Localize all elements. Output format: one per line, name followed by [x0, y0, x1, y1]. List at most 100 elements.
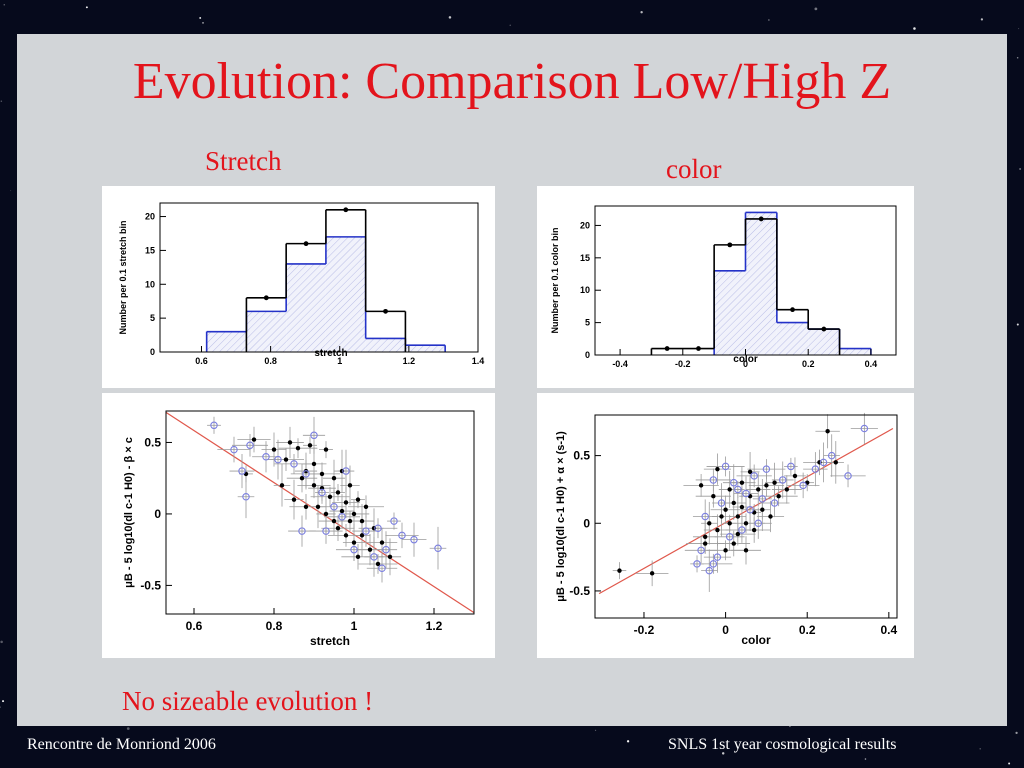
- data-point-filled: [387, 554, 393, 560]
- data-point-open: [770, 499, 779, 507]
- data-point-filled: [307, 443, 313, 448]
- x-tick-label: 0: [722, 623, 729, 637]
- data-point-filled: [743, 521, 749, 526]
- data-point-open: [230, 445, 238, 454]
- color-histogram-panel: -0.4 -0.2 0 0.2 0.4 0 5 10 15 20 color Number per 0…: [537, 186, 914, 388]
- color-residual-scatter: -0.2 0 0.2 0.4 -0.5 0 0.5 color μB - 5 log10(dl …: [555, 412, 898, 647]
- x-tick-label: -0.2: [675, 359, 691, 369]
- data-point-filled: [359, 518, 365, 524]
- data-point-open: [787, 462, 795, 471]
- x-tick-label: 0.2: [799, 623, 816, 637]
- x-axis-label: color: [741, 633, 771, 647]
- star: [85, 6, 88, 9]
- data-point-filled: [311, 461, 317, 467]
- data-point-open: [730, 478, 738, 487]
- x-tick-label: 0.6: [195, 356, 208, 366]
- star: [980, 18, 984, 21]
- data-point-open: [378, 564, 386, 573]
- data-point-filled: [719, 514, 724, 519]
- data-point-filled: [825, 429, 830, 434]
- hatched-bar: [776, 322, 809, 355]
- data-point-open: [709, 560, 718, 568]
- y-tick-label: 0: [154, 507, 161, 521]
- y-tick-label: 5: [150, 313, 155, 323]
- hatched-bar: [405, 345, 446, 352]
- y-axis-label: Number per 0.1 stretch bin: [118, 220, 128, 334]
- histogram-point: [758, 216, 764, 222]
- data-point-filled: [702, 534, 708, 539]
- data-point-filled: [339, 508, 345, 514]
- data-point-filled: [776, 494, 781, 499]
- star: [1016, 323, 1019, 326]
- y-tick-label: 0: [585, 350, 590, 360]
- data-point-open: [330, 503, 338, 511]
- conclusion-text: No sizeable evolution !: [122, 686, 374, 716]
- data-point-filled: [363, 504, 369, 509]
- data-point-filled: [359, 533, 365, 538]
- star: [509, 24, 511, 26]
- data-point-open: [717, 499, 726, 507]
- data-point-open: [390, 517, 398, 525]
- data-point-filled: [711, 494, 716, 499]
- data-point-open: [721, 462, 730, 471]
- stretch-residual-scatter: 0.6 0.8 1 1.2 -0.5 0 0.5 stretch μB - 5 log10(dl…: [123, 410, 475, 648]
- x-tick-label: 0.2: [802, 359, 815, 369]
- star: [913, 27, 916, 30]
- data-point-open: [238, 467, 246, 475]
- data-point-open: [819, 458, 828, 467]
- y-axis-label: μB - 5 log10(dl c-1 H0) + α × (s-1): [555, 431, 567, 602]
- data-point-filled: [731, 500, 736, 506]
- footer-topic: SNLS 1st year cosmological results: [668, 736, 897, 753]
- data-point-open: [709, 476, 718, 484]
- color-residual-panel: -0.2 0 0.2 0.4 -0.5 0 0.5 color μB - 5 log10(dl …: [537, 393, 914, 658]
- x-tick-label: 0.4: [865, 359, 878, 369]
- histogram-point: [727, 242, 733, 248]
- data-point-filled: [355, 497, 361, 502]
- star: [1019, 167, 1022, 170]
- y-axis-label: Number per 0.1 color bin: [550, 227, 560, 333]
- stretch-residual-panel: 0.6 0.8 1 1.2 -0.5 0 0.5 stretch μB - 5 log10(dl…: [102, 393, 495, 658]
- plot-frame: [159, 202, 479, 353]
- data-point-open: [758, 495, 767, 503]
- data-point-filled: [739, 504, 745, 510]
- x-tick-label: 0.6: [186, 619, 203, 633]
- data-point-filled: [747, 469, 753, 475]
- data-point-open: [298, 527, 306, 535]
- star: [10, 190, 12, 192]
- data-point-open: [705, 566, 714, 575]
- fit-line: [165, 411, 475, 614]
- x-axis-label: stretch: [314, 348, 347, 359]
- data-point-open: [778, 476, 787, 484]
- plot-frame: [594, 414, 898, 619]
- star: [191, 743, 194, 745]
- data-point-filled: [707, 521, 712, 526]
- data-point-filled: [723, 548, 728, 553]
- histogram-point: [303, 241, 309, 247]
- data-point-open: [713, 553, 722, 561]
- data-point-open: [370, 553, 378, 561]
- data-point-filled: [833, 460, 838, 465]
- data-point-filled: [283, 457, 289, 462]
- data-point-filled: [772, 480, 777, 485]
- data-point-filled: [792, 473, 798, 479]
- star: [202, 22, 204, 24]
- data-point-open: [701, 512, 709, 521]
- data-point-filled: [379, 540, 385, 545]
- data-point-filled: [617, 568, 622, 573]
- data-point-filled: [727, 487, 732, 492]
- data-point-open: [246, 441, 254, 450]
- data-point-filled: [327, 494, 333, 499]
- star: [0, 706, 1, 708]
- data-point-open: [734, 485, 742, 494]
- data-point-filled: [367, 547, 373, 552]
- data-point-filled: [735, 531, 741, 537]
- data-point-filled: [351, 540, 357, 545]
- fit-line: [598, 428, 894, 595]
- data-point-filled: [311, 483, 317, 488]
- data-point-open: [434, 544, 442, 552]
- star: [814, 7, 818, 11]
- histogram-point: [821, 326, 827, 332]
- data-point-open: [799, 481, 807, 490]
- y-tick-label: -0.5: [569, 584, 590, 598]
- stretch-caption: Stretch: [205, 146, 282, 176]
